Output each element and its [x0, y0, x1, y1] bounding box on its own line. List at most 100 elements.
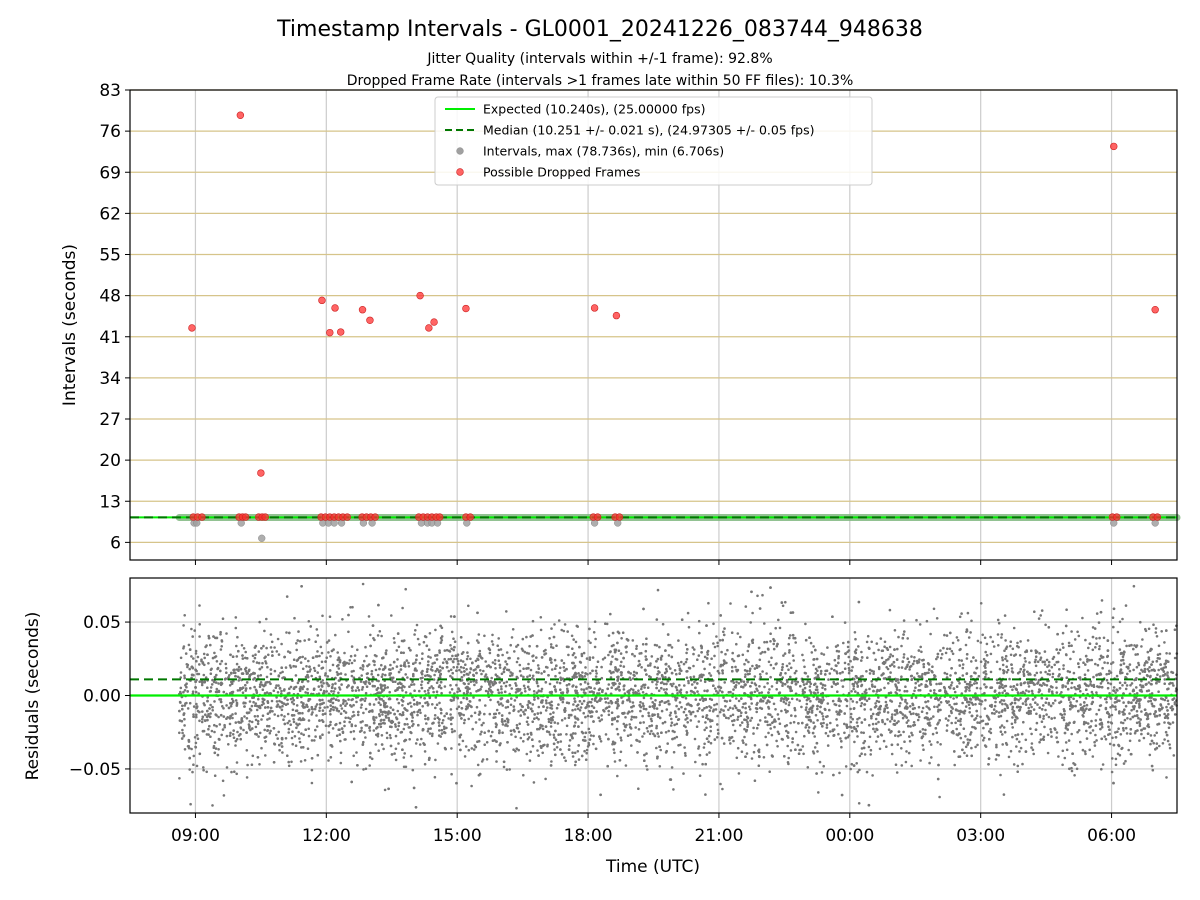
residual-point [1142, 736, 1146, 740]
residual-point [539, 744, 543, 748]
residual-point [403, 723, 407, 726]
residual-point [911, 662, 915, 666]
residual-point [806, 675, 810, 678]
residual-point [736, 715, 740, 719]
residual-point [611, 740, 615, 744]
residual-point [914, 686, 917, 689]
legend-box [434, 96, 873, 186]
residual-point [735, 756, 739, 760]
residual-point [1149, 742, 1152, 746]
residual-point [1062, 646, 1065, 649]
residual-point [749, 667, 752, 671]
residual-point [727, 716, 730, 720]
residual-point [407, 646, 411, 650]
residual-point [213, 700, 216, 703]
residual-point [433, 714, 437, 717]
residual-point [464, 745, 468, 748]
residual-point [1160, 630, 1163, 633]
residual-point [899, 702, 902, 705]
residual-point [1047, 664, 1051, 667]
residual-point [384, 673, 387, 677]
residual-point [550, 627, 553, 630]
residual-point [672, 682, 675, 686]
residual-point [472, 696, 475, 699]
residual-point [1023, 668, 1026, 672]
residual-point [340, 707, 344, 710]
residual-point [408, 738, 412, 741]
residual-point [314, 640, 318, 643]
residual-point [788, 636, 791, 640]
residual-point [372, 703, 376, 706]
residual-point [442, 725, 446, 729]
residual-point [194, 741, 198, 745]
residual-point [828, 708, 831, 712]
residual-point [611, 655, 614, 658]
residual-point [1086, 669, 1090, 672]
residual-point [309, 668, 312, 671]
residual-point [875, 712, 879, 716]
residual-point [293, 616, 296, 620]
residual-point [360, 703, 364, 706]
residual-point [258, 683, 262, 686]
residual-point [765, 672, 768, 675]
residual-point [803, 686, 807, 690]
residual-point [672, 788, 675, 791]
residual-point [475, 639, 479, 642]
residual-point [219, 630, 222, 634]
residual-point [895, 688, 899, 691]
residual-point [697, 745, 701, 748]
residual-point [363, 731, 366, 734]
residual-point [1157, 690, 1160, 693]
residual-point [1030, 746, 1033, 749]
residual-point [685, 714, 688, 717]
residual-point [927, 671, 930, 674]
residual-point [198, 663, 201, 666]
residual-point [263, 736, 267, 739]
residual-point [533, 717, 536, 720]
residual-point [350, 645, 354, 648]
residual-point [583, 675, 587, 678]
residual-point [571, 708, 574, 712]
residual-point [1038, 706, 1041, 709]
residual-point [192, 713, 195, 716]
residual-point [476, 763, 480, 767]
residual-point [235, 644, 238, 648]
residual-point [350, 724, 354, 728]
residual-point [1171, 682, 1174, 685]
residual-point [1005, 659, 1009, 663]
residual-point [633, 654, 636, 658]
residual-point [721, 671, 724, 675]
residual-point [716, 644, 719, 648]
residual-point [433, 775, 437, 779]
residual-point [1157, 644, 1161, 648]
residual-point [706, 717, 710, 721]
residual-point [953, 702, 956, 706]
residual-point [498, 711, 501, 715]
residual-point [715, 736, 719, 739]
residual-point [408, 726, 412, 729]
residual-point [644, 707, 648, 711]
residual-point [922, 748, 925, 751]
residual-point [532, 690, 536, 693]
residual-point [916, 718, 920, 722]
residual-point [769, 640, 772, 643]
residual-point [1048, 669, 1051, 672]
residual-point [580, 688, 583, 691]
residual-point [655, 707, 659, 710]
residual-point [772, 667, 775, 670]
residual-point [939, 708, 942, 712]
residual-point [929, 717, 933, 720]
residual-point [868, 735, 872, 739]
residual-point [775, 739, 778, 743]
residual-point [255, 708, 259, 712]
residual-point [746, 672, 750, 676]
residual-point [779, 680, 783, 684]
residual-point [303, 639, 307, 642]
residual-point [250, 720, 254, 724]
residual-point [292, 702, 296, 706]
residual-point [729, 602, 732, 605]
residual-point [568, 744, 571, 748]
residual-point [976, 721, 979, 724]
residual-point [525, 651, 529, 655]
residual-point [1096, 663, 1100, 667]
